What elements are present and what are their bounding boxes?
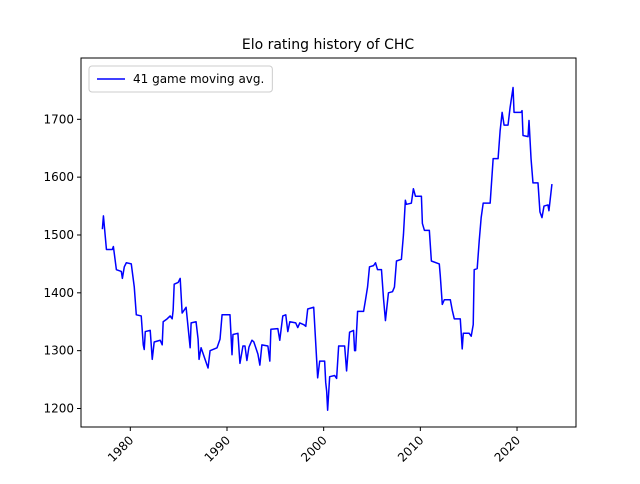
- x-tick-label: 2010: [395, 433, 426, 464]
- legend-label: 41 game moving avg.: [133, 72, 264, 86]
- y-tick-label: 1400: [43, 286, 74, 300]
- x-tick-label: 2000: [298, 433, 329, 464]
- chart-title: Elo rating history of CHC: [242, 37, 415, 53]
- y-tick-label: 1500: [43, 228, 74, 242]
- x-tick-label: 1990: [202, 433, 233, 464]
- y-tick-label: 1300: [43, 344, 74, 358]
- legend-box: [88, 65, 273, 93]
- plot-frame: [80, 57, 577, 428]
- y-tick-label: 1200: [43, 401, 74, 415]
- x-tick-label: 2020: [492, 433, 523, 464]
- x-tick-label: 1980: [105, 433, 136, 464]
- data-line: [101, 86, 553, 411]
- y-tick-label: 1600: [43, 170, 74, 184]
- y-tick-label: 1700: [43, 112, 74, 126]
